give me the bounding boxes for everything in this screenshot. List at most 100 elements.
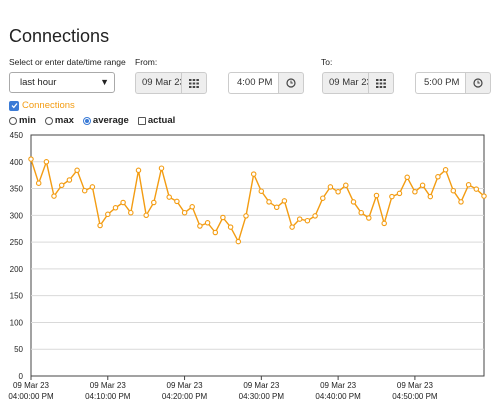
data-point[interactable] <box>366 215 372 221</box>
data-point[interactable] <box>435 174 441 180</box>
data-point[interactable] <box>135 167 142 174</box>
from-date-input[interactable]: 09 Mar 23 <box>135 72 181 94</box>
data-point[interactable] <box>427 193 434 200</box>
x-tick-label-time: 04:00:00 PM <box>8 392 54 401</box>
data-point[interactable] <box>204 220 211 226</box>
x-tick-label-date: 09 Mar 23 <box>243 381 280 390</box>
data-point[interactable] <box>97 222 103 229</box>
data-point[interactable] <box>189 204 195 210</box>
connections-line-chart: 0 50 100 150 200 250 300 350 400 450 09 Mar 23 04:0… <box>8 131 487 401</box>
range-label: Select or enter date/time range <box>9 57 126 67</box>
data-point[interactable] <box>243 213 249 219</box>
mode-actual-checkbox[interactable] <box>137 116 146 125</box>
data-point[interactable] <box>350 199 357 205</box>
x-tick-label-time: 04:20:00 PM <box>162 392 208 401</box>
from-time-picker-button[interactable] <box>278 72 304 94</box>
to-date-picker-button[interactable] <box>368 72 394 94</box>
mode-min-radio[interactable] <box>9 116 17 125</box>
data-point[interactable] <box>143 212 149 219</box>
data-point[interactable] <box>51 193 57 199</box>
from-date-group: 09 Mar 23 <box>135 72 207 94</box>
data-point[interactable] <box>105 211 111 218</box>
data-point[interactable] <box>481 193 487 199</box>
to-time-picker-button[interactable] <box>465 72 491 94</box>
data-point[interactable] <box>320 195 326 201</box>
mode-min-option[interactable]: min <box>9 115 36 126</box>
data-point[interactable] <box>296 216 303 222</box>
x-tick-label-date: 09 Mar 23 <box>90 381 127 390</box>
data-point[interactable] <box>266 199 272 205</box>
from-time-input[interactable]: 4:00 PM <box>228 72 278 94</box>
page-title: Connections <box>9 26 110 46</box>
data-point[interactable] <box>373 192 380 199</box>
data-point[interactable] <box>450 187 457 194</box>
from-date-picker-button[interactable] <box>181 72 207 94</box>
data-point[interactable] <box>273 204 280 211</box>
data-point[interactable] <box>419 182 426 189</box>
data-point[interactable] <box>151 199 157 206</box>
data-point[interactable] <box>250 171 257 177</box>
data-point[interactable] <box>166 194 172 200</box>
checkmark-icon[interactable] <box>9 100 19 111</box>
y-tick-label: 350 <box>10 185 24 194</box>
data-point[interactable] <box>220 214 226 221</box>
data-point[interactable] <box>28 156 34 162</box>
mode-max-radio[interactable] <box>44 116 53 125</box>
y-tick-label: 200 <box>10 265 24 274</box>
data-point[interactable] <box>381 220 387 227</box>
to-time-group: 5:00 PM <box>415 72 491 94</box>
connections-series-toggle[interactable]: Connections <box>9 100 75 111</box>
data-point[interactable] <box>120 199 126 206</box>
data-point[interactable] <box>35 180 42 186</box>
data-point[interactable] <box>343 182 349 189</box>
data-point[interactable] <box>281 198 288 204</box>
data-point[interactable] <box>158 165 165 171</box>
data-point[interactable] <box>442 167 449 173</box>
data-point[interactable] <box>112 205 119 211</box>
calendar-grid-icon <box>376 78 386 88</box>
data-point[interactable] <box>212 229 219 236</box>
aggregation-options: min max average actual <box>9 115 184 126</box>
data-point[interactable] <box>412 189 418 195</box>
to-date-input[interactable]: 09 Mar 23 <box>322 72 368 94</box>
plot-area <box>30 134 485 377</box>
data-point[interactable] <box>89 184 96 190</box>
data-point[interactable] <box>465 182 472 188</box>
x-tick-label-date: 09 Mar 23 <box>167 381 204 390</box>
data-point[interactable] <box>389 193 395 200</box>
mode-actual-option[interactable]: actual <box>137 115 175 126</box>
mode-max-label: max <box>54 115 74 126</box>
data-point[interactable] <box>312 213 318 219</box>
calendar-grid-icon <box>189 78 199 88</box>
data-point[interactable] <box>74 167 80 174</box>
data-point[interactable] <box>174 198 180 205</box>
data-point[interactable] <box>181 209 188 216</box>
data-point[interactable] <box>473 186 480 192</box>
data-point[interactable] <box>66 177 73 183</box>
range-select[interactable]: last hour ▼ <box>9 72 115 93</box>
to-time-input[interactable]: 5:00 PM <box>415 72 465 94</box>
data-point[interactable] <box>43 159 50 165</box>
data-point[interactable] <box>458 199 464 205</box>
range-select-value: last hour <box>20 77 57 88</box>
data-point[interactable] <box>81 187 88 194</box>
data-point[interactable] <box>327 184 334 190</box>
data-point[interactable] <box>396 190 403 197</box>
mode-average-radio[interactable] <box>82 116 91 125</box>
data-point[interactable] <box>197 223 203 229</box>
data-point[interactable] <box>358 209 364 216</box>
y-tick-label: 300 <box>10 211 24 220</box>
mode-max-option[interactable]: max <box>44 115 74 126</box>
data-point[interactable] <box>258 188 265 194</box>
data-point[interactable] <box>128 209 134 216</box>
data-point[interactable] <box>235 238 242 245</box>
data-point[interactable] <box>58 182 65 189</box>
data-point[interactable] <box>404 174 410 181</box>
mode-average-label: average <box>92 115 129 126</box>
data-point[interactable] <box>227 224 234 230</box>
data-point[interactable] <box>304 217 311 224</box>
data-point[interactable] <box>289 224 295 230</box>
data-point[interactable] <box>335 189 341 195</box>
mode-average-option[interactable]: average <box>82 115 129 126</box>
y-tick-label: 0 <box>19 372 24 381</box>
